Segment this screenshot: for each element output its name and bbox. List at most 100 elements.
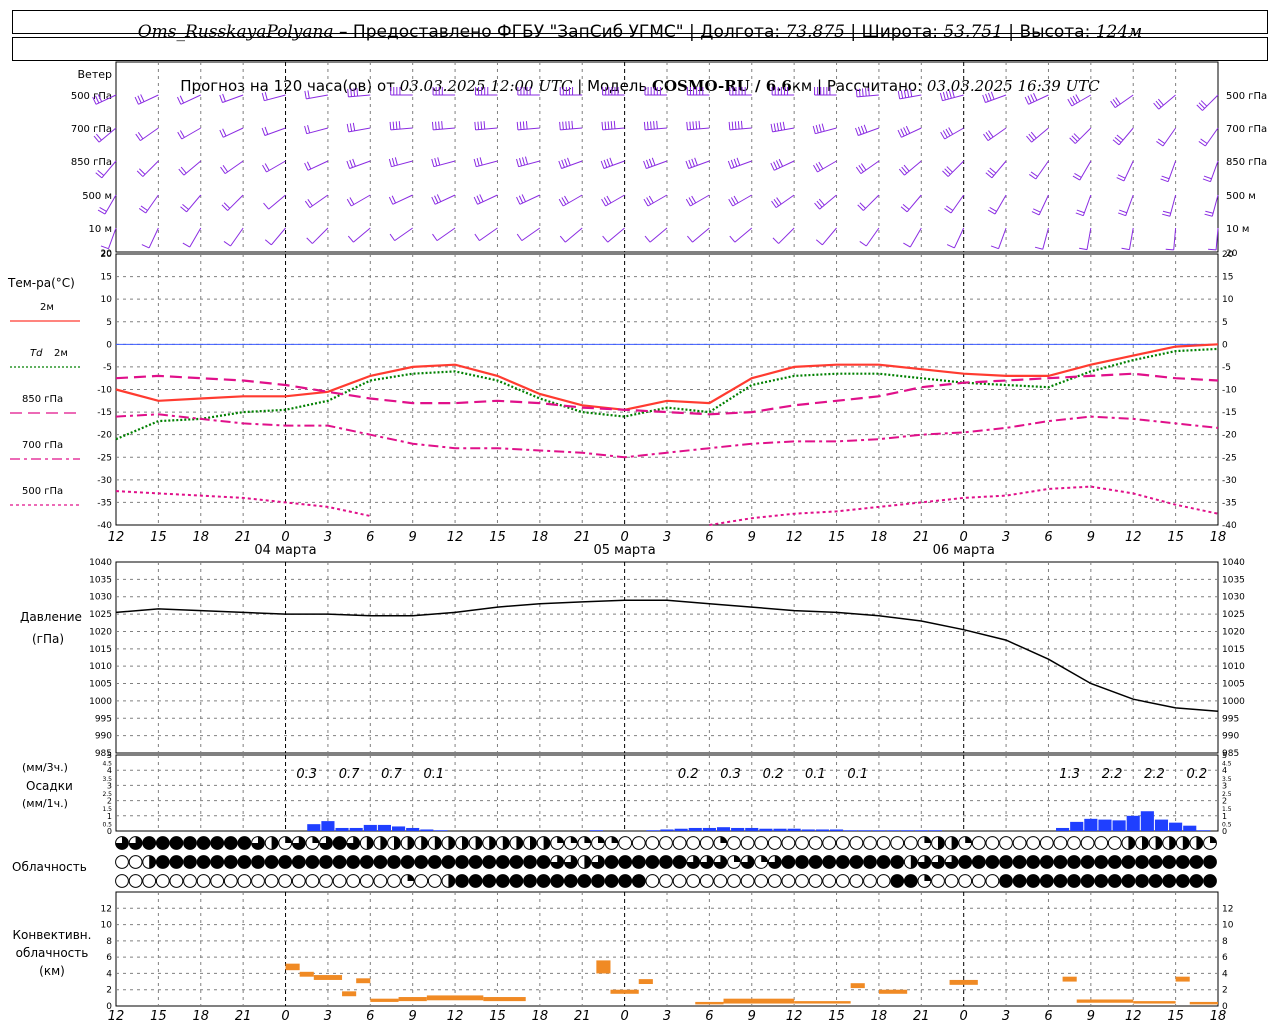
wind-barb-feather <box>691 158 695 167</box>
wind-barb-staff <box>774 160 795 171</box>
wind-barb-feather <box>349 197 355 205</box>
ytick-left-temp: 20 <box>101 250 113 260</box>
ytick-left-conv: 4 <box>106 969 112 979</box>
wind-barb-feather <box>1112 139 1120 146</box>
sep-1: | <box>683 22 701 42</box>
cloud-symbol-fill <box>129 836 142 850</box>
wind-barb-feather <box>1076 209 1085 214</box>
wind-barb-staff <box>264 127 286 136</box>
convective-segment <box>1062 976 1077 982</box>
convective-segment <box>398 997 427 1002</box>
cloud-symbol-fill <box>965 836 972 843</box>
cloud-symbol-fill <box>1155 836 1162 850</box>
wind-barb-staff <box>1158 94 1176 110</box>
wind-barb-feather <box>179 95 185 104</box>
wind-barb-staff <box>264 94 286 102</box>
wind-barb-staff <box>909 227 922 248</box>
wind-barb-feather <box>773 161 778 170</box>
wind-barb-feather <box>903 127 908 135</box>
wind-barb-feather <box>859 202 866 209</box>
wind-barb-feather <box>606 158 611 167</box>
wind-barb-feather <box>480 121 483 130</box>
wind-barb-feather <box>945 128 951 137</box>
wind-barb-feather <box>222 165 229 173</box>
wind-barb-feather <box>518 195 524 204</box>
wind-barb-staff <box>1086 227 1092 250</box>
ytick-minor-left-prec: 0.5 <box>102 821 112 828</box>
cloud-symbol <box>1053 836 1068 850</box>
wind-barb-staff <box>108 227 117 249</box>
wind-barb-feather <box>177 131 183 140</box>
wind-barb-feather <box>646 197 652 205</box>
wind-barb-feather <box>1115 97 1121 105</box>
wind-barb-staff <box>227 194 244 211</box>
wind-barb-staff <box>729 127 752 131</box>
wind-barb-feather <box>92 96 97 105</box>
wind-barb-staff <box>183 160 202 176</box>
wind-barb-feather <box>1156 141 1164 147</box>
cloud-symbol <box>319 855 333 869</box>
xtick-temp: 9 <box>748 530 756 545</box>
convective-segment <box>299 971 314 977</box>
wind-barb-staff <box>603 160 625 169</box>
cloud-symbol <box>196 836 211 850</box>
wind-barb-feather <box>97 169 105 176</box>
convective-segment <box>1076 999 1134 1003</box>
wind-barb-feather <box>1072 95 1078 104</box>
wind-barb-feather <box>521 194 526 202</box>
ytick-minor-right-prec: 3.5 <box>1222 776 1232 783</box>
wind-barb-feather <box>948 90 952 99</box>
wind-barb-feather <box>985 93 989 102</box>
wind-barb-feather <box>1200 100 1208 107</box>
cloud-symbol <box>577 874 592 888</box>
wind-barb-feather <box>1157 138 1166 144</box>
ytick-minor-left-prec: 1.5 <box>102 806 112 813</box>
xtick-bottom: 12 <box>447 1009 464 1024</box>
ytick-left-temp: -20 <box>97 431 112 441</box>
cloud-symbol <box>727 836 741 850</box>
wind-barb-feather <box>389 233 396 241</box>
wind-barb-staff <box>222 94 244 103</box>
wind-barb-feather <box>1116 177 1125 182</box>
wind-barb-feather <box>646 121 649 130</box>
wind-barb-staff <box>1169 194 1177 217</box>
cloud-symbol <box>183 855 197 869</box>
wind-barb-feather <box>561 159 565 168</box>
ytick-right-pres: 1030 <box>1222 593 1245 603</box>
wind-barb-staff <box>307 160 329 171</box>
wind-barb-feather <box>97 209 106 215</box>
wind-barb-feather <box>776 122 780 131</box>
precip-bar <box>801 829 815 831</box>
xtick-bottom: 0 <box>620 1009 628 1024</box>
sep-4: | <box>572 77 588 95</box>
precip-3h-total: 1.3 <box>1059 767 1080 782</box>
xtick-temp: 12 <box>108 530 125 545</box>
temp-axis-label: Тем-ра(°C) <box>7 276 75 290</box>
cloud-symbol <box>659 836 673 850</box>
wind-barb-feather <box>944 168 951 175</box>
wind-barb-staff <box>306 127 329 135</box>
precip-bar <box>815 829 829 831</box>
temp-series-line <box>115 347 1219 441</box>
ytick-minor-right-prec: 1.5 <box>1222 806 1232 813</box>
cloud-symbol <box>890 836 905 850</box>
cloud-symbol <box>659 855 673 869</box>
temp-series-line <box>115 413 1219 459</box>
wind-barb-feather <box>1204 213 1213 217</box>
wind-barb-feather <box>609 157 614 166</box>
wind-barb-feather <box>516 233 523 241</box>
wind-barb-feather <box>222 128 227 137</box>
precip-bar <box>1070 821 1084 831</box>
precip-3h-total: 0.2 <box>678 767 699 782</box>
wind-barb-feather <box>600 160 605 169</box>
precip-bar <box>1140 811 1154 831</box>
wind-barb-feather <box>900 90 904 99</box>
wind-barb-feather <box>695 121 698 130</box>
wind-barb-feather <box>868 87 870 96</box>
wind-barb-feather <box>1033 92 1038 101</box>
wind-barb-feather <box>568 121 571 130</box>
precip-bar <box>759 828 773 831</box>
wind-barb-feather <box>436 194 442 202</box>
ytick-right-pres: 1000 <box>1222 697 1245 707</box>
wind-barb-feather <box>134 96 139 105</box>
